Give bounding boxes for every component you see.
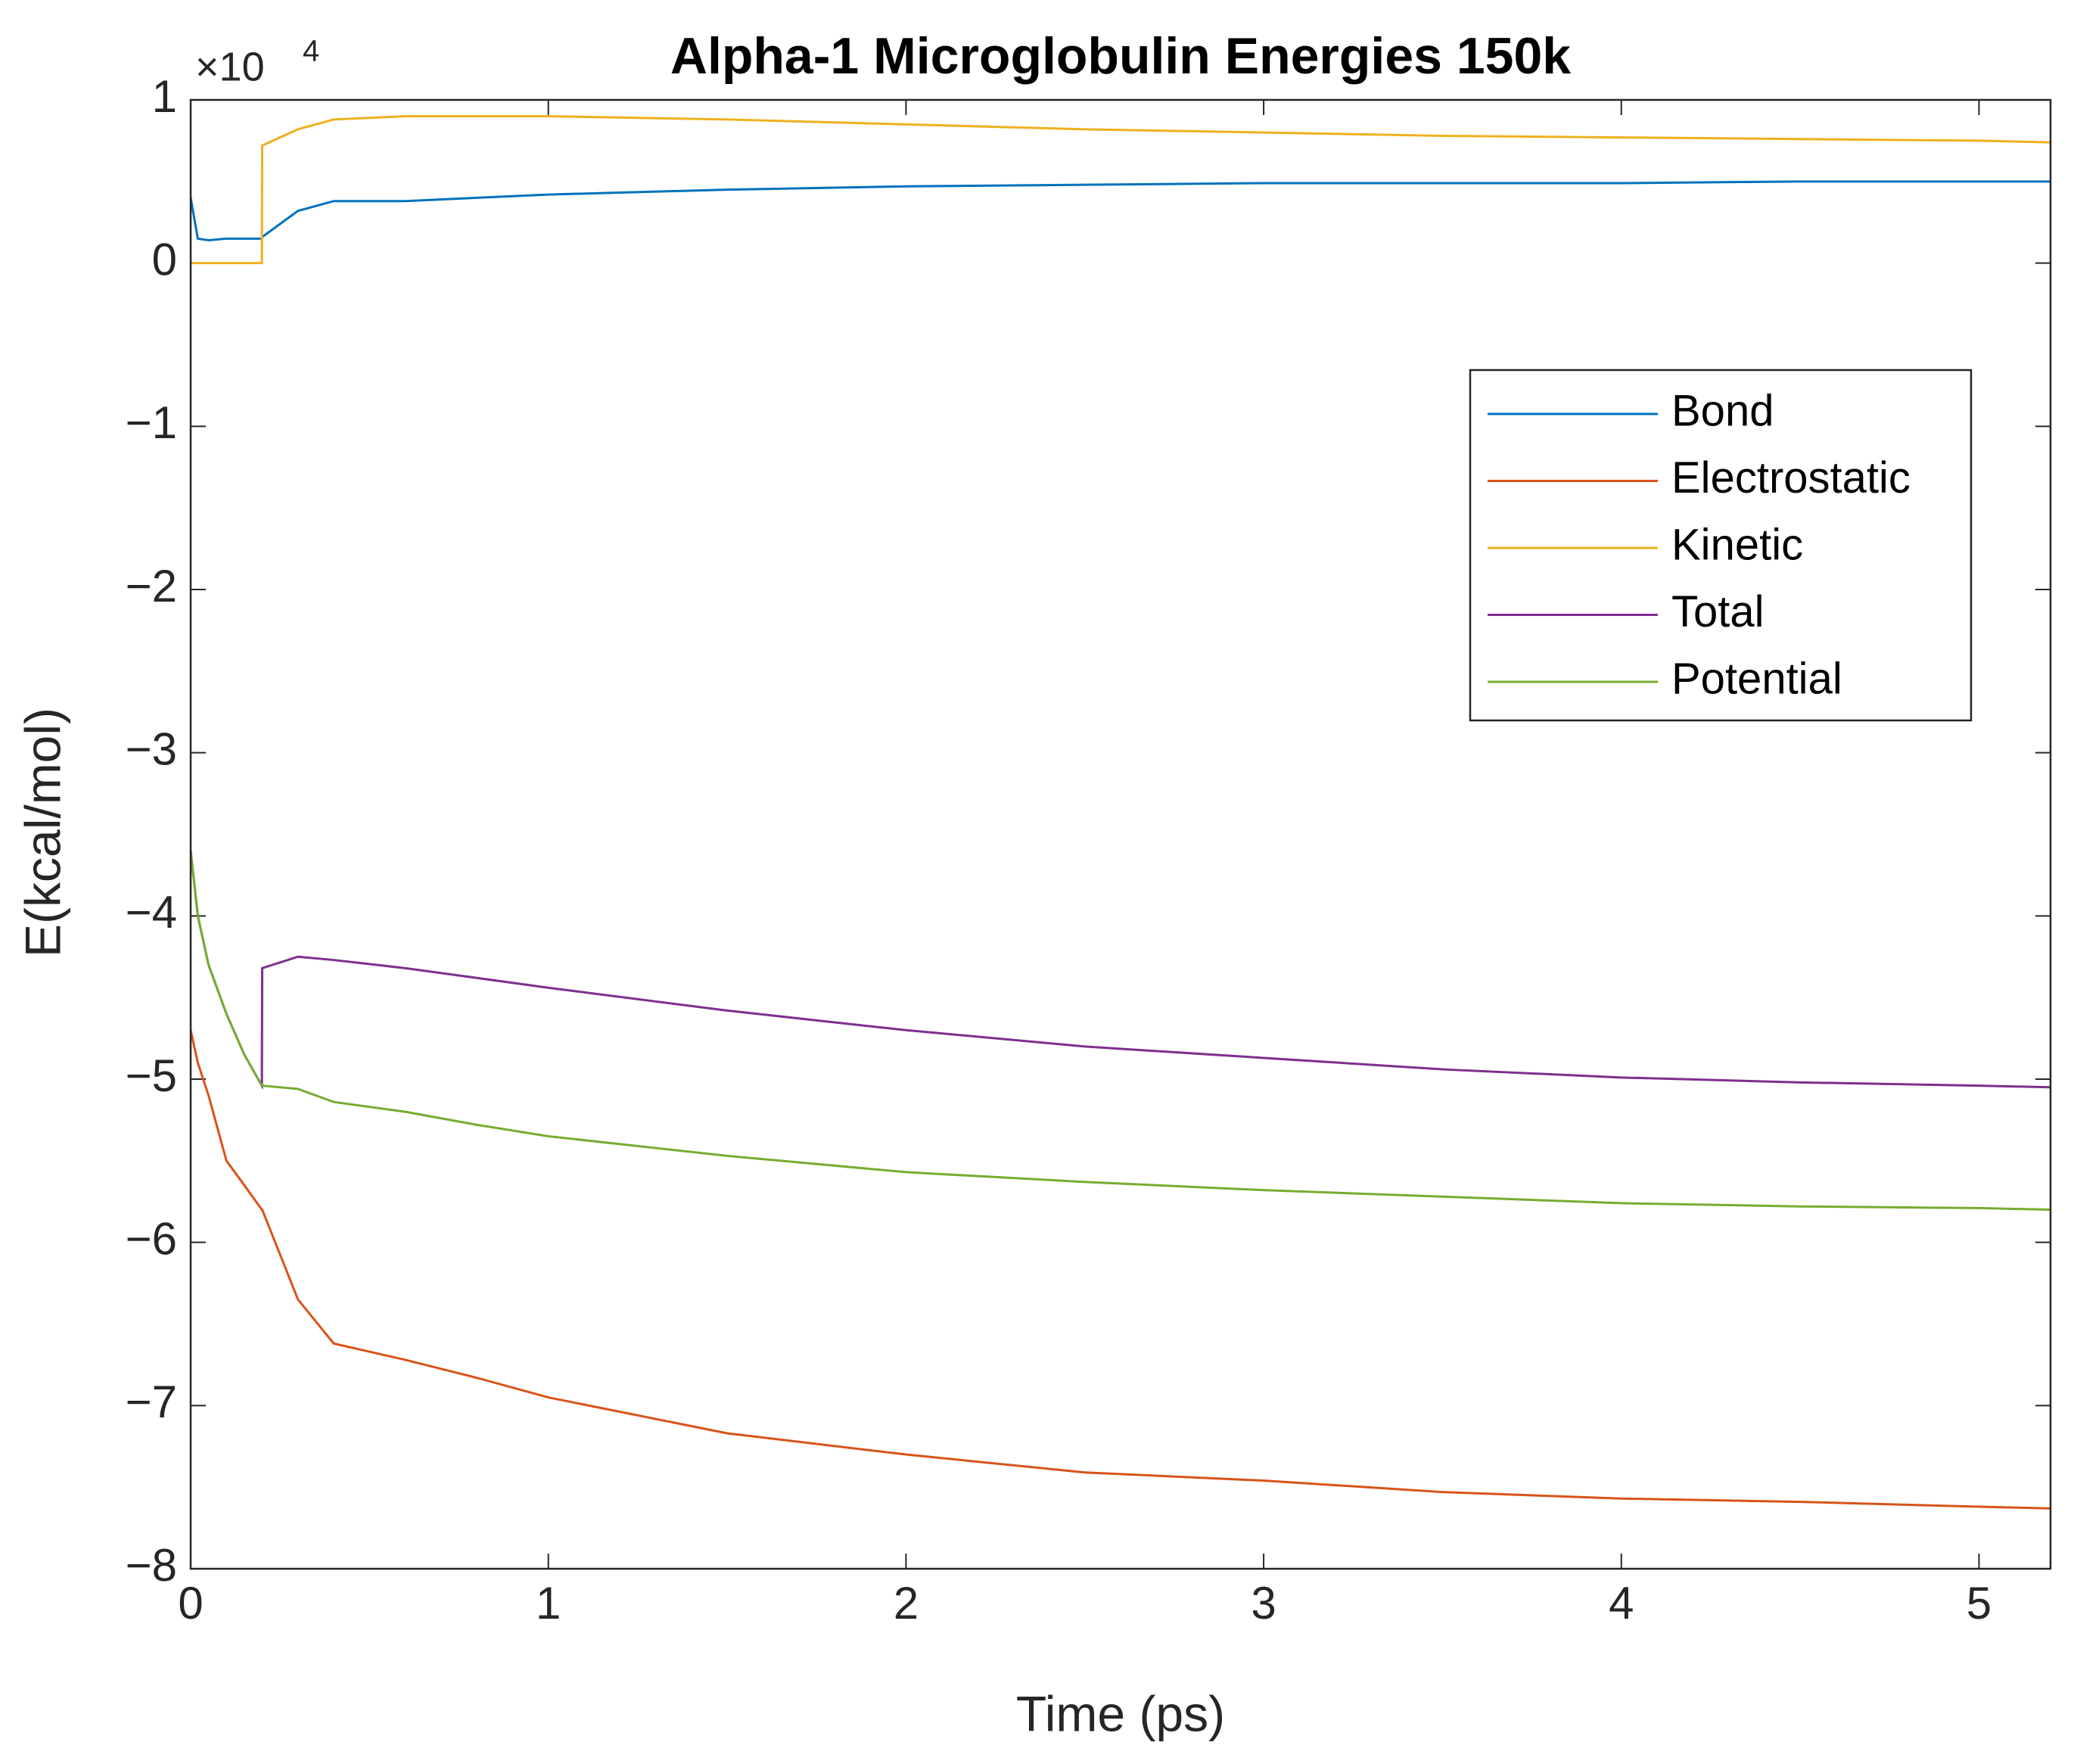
chart-title: Alpha-1 Microglobulin Energies 150k	[670, 27, 1571, 85]
series-line	[191, 115, 2051, 265]
y-tick-label: −1	[126, 397, 177, 448]
plot-area	[191, 100, 2051, 1569]
y-multiplier: ×10	[195, 44, 265, 89]
series-line	[189, 850, 2051, 1212]
y-multiplier-exponent: 4	[303, 35, 319, 68]
x-tick-label: 1	[536, 1578, 561, 1629]
y-tick-label: 1	[152, 71, 177, 122]
series-line	[189, 1029, 2051, 1510]
y-tick-label: −6	[126, 1214, 177, 1265]
plot-frame	[189, 98, 2052, 1570]
y-tick-label: 0	[152, 235, 177, 285]
x-tick-label: 2	[894, 1578, 919, 1629]
y-axis-label: E(kcal/mol)	[14, 708, 70, 957]
x-tick-label: 0	[178, 1578, 203, 1629]
y-tick-label: −2	[126, 561, 177, 611]
legend-label: Bond	[1671, 386, 1774, 435]
legend-label: Kinetic	[1671, 520, 1803, 569]
y-tick-label: −7	[126, 1377, 177, 1427]
x-tick-label: 3	[1251, 1578, 1276, 1629]
x-tick-label: 5	[1967, 1578, 1991, 1629]
legend-label: Electrostatic	[1671, 453, 1911, 502]
x-axis-label: Time (ps)	[1016, 1685, 1225, 1741]
y-tick-label: −3	[126, 724, 177, 775]
y-tick-label: −5	[126, 1050, 177, 1101]
x-tick-label: 4	[1609, 1578, 1634, 1629]
legend-box	[1469, 369, 1973, 722]
y-tick-label: −4	[126, 887, 177, 938]
legend-label: Total	[1671, 587, 1765, 636]
y-tick-label: −8	[126, 1540, 177, 1591]
series-line	[189, 180, 2051, 241]
legend-label: Potential	[1671, 654, 1842, 703]
